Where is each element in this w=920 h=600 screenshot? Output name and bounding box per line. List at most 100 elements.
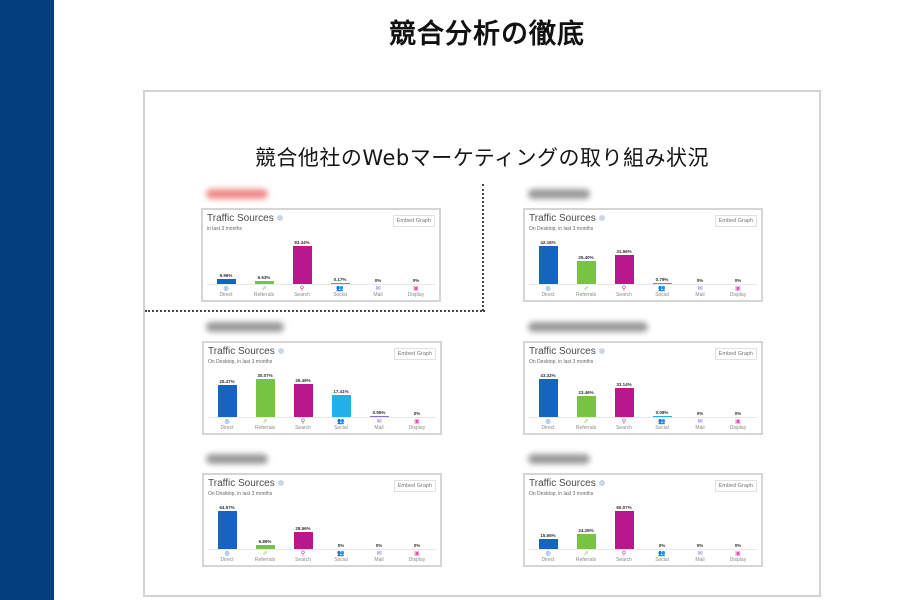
axis-label: Search bbox=[616, 557, 632, 563]
card-title: Traffic Sources bbox=[529, 346, 605, 357]
embed-graph-button[interactable]: Embed Graph bbox=[714, 215, 757, 227]
bar[interactable] bbox=[217, 384, 237, 417]
bar-column-display: 0% bbox=[719, 278, 757, 284]
card-title: Traffic Sources bbox=[529, 478, 605, 489]
bar[interactable] bbox=[614, 511, 634, 549]
competitor-name-blurred bbox=[528, 322, 648, 332]
bar-value-label: 42.16% bbox=[540, 240, 556, 245]
bar[interactable] bbox=[538, 246, 558, 284]
bar-value-label: 0.17% bbox=[333, 276, 347, 282]
bar[interactable] bbox=[614, 387, 634, 417]
bar-column-mail: 0% bbox=[681, 543, 719, 549]
display-icon: ▣ bbox=[735, 285, 741, 292]
people-icon: 👥 bbox=[658, 550, 666, 557]
axis-label: Search bbox=[294, 292, 310, 298]
display-icon: ▣ bbox=[414, 550, 420, 557]
bar-value-label: 0% bbox=[696, 543, 704, 548]
card-title-text: Traffic Sources bbox=[208, 346, 275, 357]
category-axis: ◎ Direct ⇗ Referrals ⚲ Search 👥 Social ✉ Mai… bbox=[529, 550, 757, 566]
card-subtitle: On Desktop, in last 3 months bbox=[208, 491, 273, 497]
bar-value-label: 0.79% bbox=[655, 276, 669, 282]
card-subtitle: On Desktop, in last 3 months bbox=[529, 359, 594, 365]
bar[interactable] bbox=[652, 282, 672, 284]
embed-graph-button[interactable]: Embed Graph bbox=[393, 348, 436, 360]
bar-value-label: 43.32% bbox=[540, 373, 556, 378]
bar-column-search: 31.66% bbox=[605, 249, 643, 284]
info-icon[interactable] bbox=[598, 215, 605, 222]
axis-item-social: 👥 Social bbox=[643, 418, 681, 432]
bar-value-label: 30.07% bbox=[257, 373, 273, 378]
bar[interactable] bbox=[254, 281, 274, 284]
bar[interactable] bbox=[330, 282, 350, 284]
axis-item-search: ⚲ Search bbox=[605, 285, 643, 299]
target-icon: ◎ bbox=[224, 418, 230, 425]
competitor-name-blurred bbox=[528, 454, 590, 464]
axis-item-direct: ◎ Direct bbox=[207, 285, 245, 299]
embed-graph-button[interactable]: Embed Graph bbox=[393, 480, 436, 492]
axis-item-display: ▣ Display bbox=[719, 418, 757, 432]
bar-value-label: 23.46% bbox=[578, 390, 594, 396]
bar[interactable] bbox=[576, 533, 596, 549]
card-title-text: Traffic Sources bbox=[208, 478, 275, 489]
axis-label: Direct bbox=[219, 292, 233, 298]
target-icon: ◎ bbox=[545, 285, 551, 292]
bar[interactable] bbox=[293, 383, 313, 417]
target-icon: ◎ bbox=[545, 418, 551, 425]
axis-item-social: 👥 Social bbox=[322, 418, 360, 432]
bar[interactable] bbox=[538, 379, 558, 417]
people-icon: 👥 bbox=[336, 285, 344, 292]
bar-value-label: 33.14% bbox=[616, 381, 632, 387]
info-icon[interactable] bbox=[276, 215, 283, 222]
info-icon[interactable] bbox=[277, 480, 284, 487]
bar[interactable] bbox=[292, 246, 312, 284]
link-icon: ⇗ bbox=[583, 285, 589, 292]
bar[interactable] bbox=[576, 261, 596, 284]
bar[interactable] bbox=[255, 544, 275, 549]
bar-column-search: 83.34% bbox=[283, 240, 321, 284]
bar-column-mail: 0% bbox=[681, 411, 719, 417]
bar-value-label: 0% bbox=[734, 278, 742, 283]
axis-label: Referrals bbox=[575, 557, 597, 563]
axis-label: Search bbox=[295, 557, 311, 563]
axis-item-referrals: ⇗ Referrals bbox=[567, 285, 605, 299]
display-icon: ▣ bbox=[413, 285, 419, 292]
embed-graph-button[interactable]: Embed Graph bbox=[714, 348, 757, 360]
bar[interactable] bbox=[369, 415, 389, 417]
bar-value-label: 64.57% bbox=[219, 505, 235, 510]
axis-label: Social bbox=[655, 425, 669, 431]
bar[interactable] bbox=[652, 415, 672, 417]
category-axis: ◎ Direct ⇗ Referrals ⚲ Search 👥 Social ✉ Mai… bbox=[529, 418, 757, 434]
info-icon[interactable] bbox=[277, 348, 284, 355]
info-icon[interactable] bbox=[598, 348, 605, 355]
bar-column-search: 33.14% bbox=[605, 382, 643, 417]
embed-graph-button[interactable]: Embed Graph bbox=[392, 215, 435, 227]
bar-column-direct: 42.16% bbox=[529, 240, 567, 284]
bar[interactable] bbox=[217, 511, 237, 549]
axis-label: Referrals bbox=[254, 425, 276, 431]
people-icon: 👥 bbox=[658, 285, 666, 292]
bar-plot: 64.57% 6.86% 28.56% 0% 0% 0% bbox=[208, 503, 436, 550]
bar[interactable] bbox=[538, 539, 558, 549]
axis-label: Display bbox=[729, 292, 747, 298]
info-icon[interactable] bbox=[598, 480, 605, 487]
axis-item-referrals: ⇗ Referrals bbox=[567, 550, 605, 564]
card-subtitle: On Desktop, in last 3 months bbox=[208, 359, 273, 365]
axis-item-direct: ◎ Direct bbox=[529, 418, 567, 432]
category-axis: ◎ Direct ⇗ Referrals ⚲ Search 👥 Social ✉ Mai… bbox=[207, 285, 435, 301]
mail-icon: ✉ bbox=[376, 418, 382, 425]
bar-column-social: 0.08% bbox=[643, 410, 681, 417]
bar[interactable] bbox=[576, 396, 596, 417]
bar-value-label: 9.96% bbox=[219, 273, 233, 279]
bar[interactable] bbox=[255, 379, 275, 417]
search-icon: ⚲ bbox=[621, 550, 627, 557]
bar[interactable] bbox=[216, 279, 236, 284]
bar[interactable] bbox=[293, 532, 313, 549]
competitor-name-blurred bbox=[206, 189, 268, 199]
bar[interactable] bbox=[614, 255, 634, 284]
bar-column-referrals: 6.53% bbox=[245, 275, 283, 284]
traffic-sources-card: Traffic Sources On Desktop, in last 3 mo… bbox=[523, 473, 763, 567]
embed-graph-button[interactable]: Embed Graph bbox=[714, 480, 757, 492]
axis-label: Direct bbox=[220, 425, 234, 431]
bar[interactable] bbox=[331, 395, 351, 417]
competitor-name-blurred bbox=[528, 189, 590, 199]
